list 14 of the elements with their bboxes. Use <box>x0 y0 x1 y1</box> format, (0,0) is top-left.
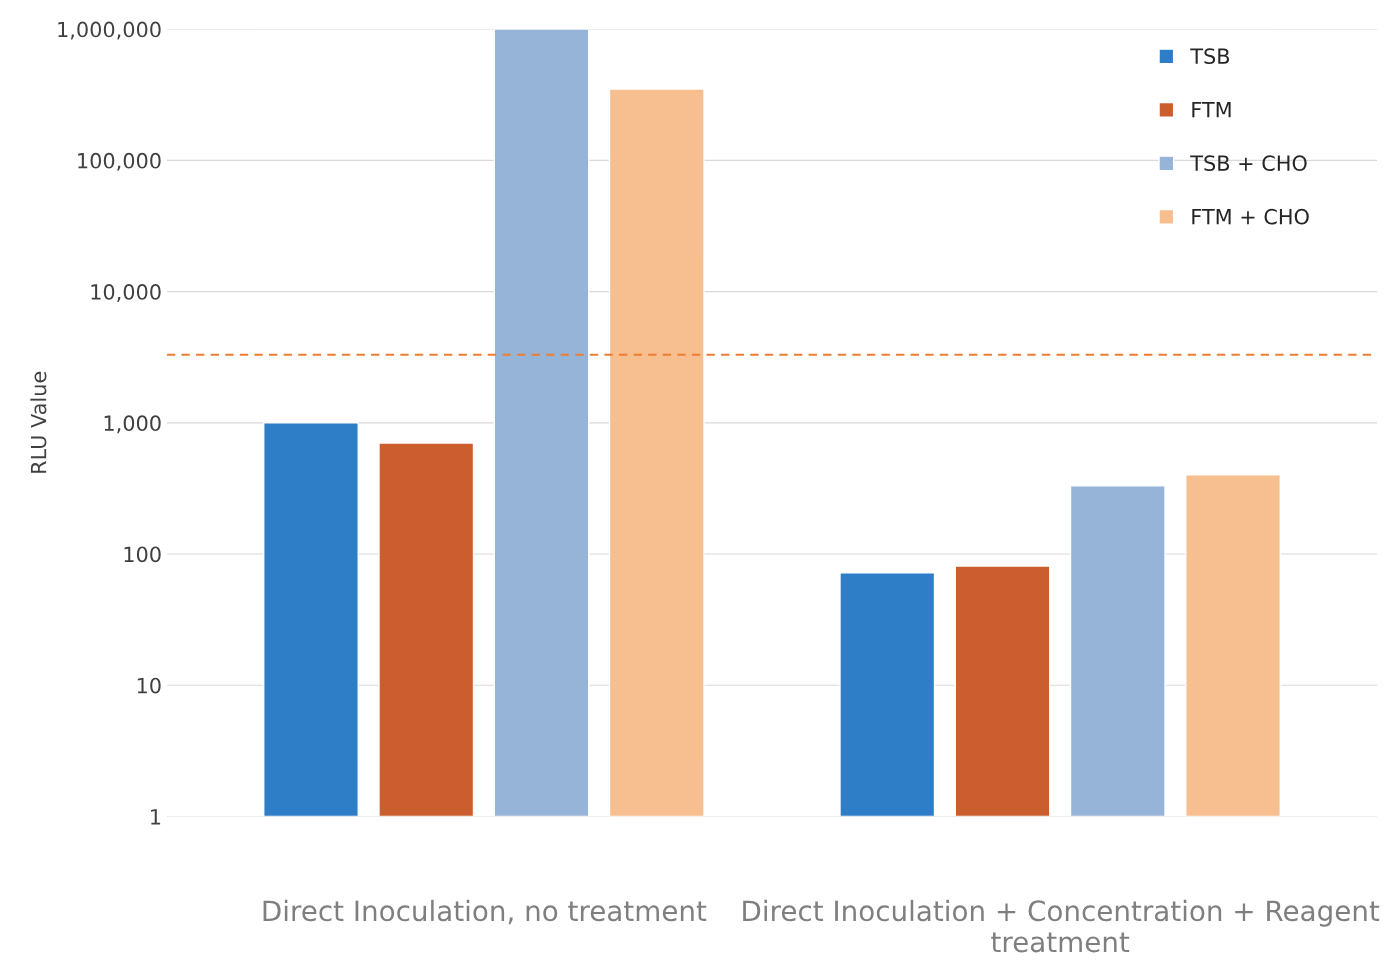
y-tick-label: 10 <box>137 677 161 694</box>
x-tick-label: Direct Inoculation, no treatment <box>263 899 707 925</box>
y-tick-label: 1 <box>151 809 161 825</box>
x-tick-label: Direct Inoculation + Concentration + Reagent treatment <box>743 899 1380 953</box>
legend-label: FTM + CHO <box>1192 208 1309 225</box>
y-tick-label: 100,000 <box>78 152 161 171</box>
legend-label: FTM <box>1192 102 1231 118</box>
y-tick-label: 10,000 <box>91 284 161 302</box>
y-tick-label: 100 <box>124 546 161 563</box>
legend-label: TSB <box>1190 48 1230 65</box>
y-tick-label: 1,000 <box>104 415 161 434</box>
legend-label: TSB + CHO <box>1190 155 1307 172</box>
y-tick-label: 1,000,000 <box>58 21 161 40</box>
y-axis-title: RLU Value <box>30 371 47 473</box>
